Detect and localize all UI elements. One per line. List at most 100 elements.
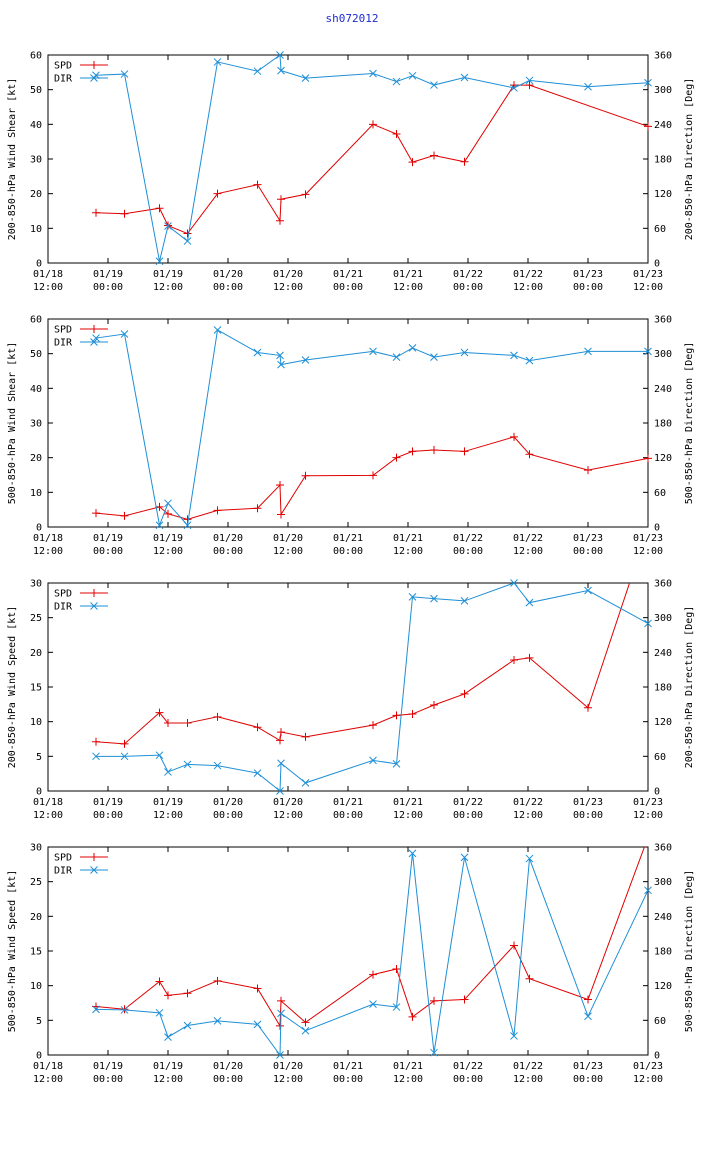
spd-point bbox=[430, 151, 438, 160]
spd-point bbox=[253, 180, 262, 189]
x-tick-date: 01/22 bbox=[513, 533, 543, 544]
spd-point bbox=[183, 229, 192, 238]
spd-point bbox=[183, 719, 192, 728]
x-tick-time: 00:00 bbox=[93, 1074, 123, 1085]
dir-point bbox=[253, 67, 262, 76]
dir-point bbox=[392, 77, 401, 86]
x-tick-date: 01/20 bbox=[273, 533, 303, 544]
x-tick-time: 00:00 bbox=[213, 810, 243, 821]
x-tick-time: 12:00 bbox=[393, 546, 423, 557]
spd-line bbox=[95, 847, 645, 1028]
dir-line bbox=[95, 329, 648, 527]
spd-point bbox=[525, 653, 534, 662]
dir-point bbox=[253, 1020, 262, 1029]
dir-point bbox=[430, 353, 438, 361]
y2-tick-label: 120 bbox=[654, 717, 672, 728]
plot-frame bbox=[47, 54, 649, 264]
y-tick-label: 60 bbox=[30, 315, 42, 326]
x-tick-date: 01/21 bbox=[333, 1061, 363, 1072]
x-tick-date: 01/23 bbox=[633, 269, 663, 280]
y2-tick-label: 360 bbox=[654, 51, 672, 62]
spd-point bbox=[213, 189, 222, 198]
y-tick-label: 50 bbox=[30, 85, 42, 96]
legend-marker-spd bbox=[90, 853, 98, 861]
dir-point bbox=[369, 347, 377, 356]
y2-axis-label: 200-850-hPa Direction [Deg] bbox=[684, 606, 695, 769]
y2-tick-label: 180 bbox=[654, 683, 672, 694]
dir-point bbox=[644, 347, 652, 356]
y2-tick-label: 0 bbox=[654, 259, 660, 270]
dir-point bbox=[277, 66, 285, 75]
dir-point bbox=[120, 70, 129, 78]
x-tick-date: 01/20 bbox=[213, 797, 243, 808]
x-tick-time: 00:00 bbox=[213, 546, 243, 557]
dir-point bbox=[253, 769, 262, 777]
dir-point bbox=[644, 619, 652, 628]
spd-point bbox=[644, 122, 652, 131]
spd-point bbox=[253, 984, 262, 993]
y-tick-label: 5 bbox=[36, 1016, 42, 1027]
x-tick-date: 01/21 bbox=[393, 797, 423, 808]
dir-point bbox=[301, 1026, 310, 1035]
spd-point bbox=[164, 719, 172, 728]
y-axis-label: 200-850-hPa Wind Shear [kt] bbox=[7, 78, 18, 241]
spd-point bbox=[276, 1021, 284, 1030]
x-tick-date: 01/20 bbox=[273, 797, 303, 808]
y-tick-label: 20 bbox=[30, 453, 42, 464]
dir-point bbox=[301, 74, 310, 82]
dir-point bbox=[183, 760, 192, 769]
x-tick-date: 01/19 bbox=[93, 269, 123, 280]
y-tick-label: 10 bbox=[30, 717, 42, 728]
spd-point bbox=[392, 130, 401, 139]
dir-point bbox=[584, 1012, 592, 1021]
x-tick-date: 01/22 bbox=[453, 269, 483, 280]
dir-point bbox=[584, 82, 592, 91]
spd-point bbox=[276, 736, 284, 745]
x-tick-date: 01/21 bbox=[393, 533, 423, 544]
x-tick-time: 00:00 bbox=[333, 282, 363, 293]
spd-point bbox=[213, 976, 222, 985]
y2-tick-label: 300 bbox=[654, 877, 672, 888]
x-tick-time: 12:00 bbox=[393, 810, 423, 821]
x-tick-date: 01/23 bbox=[633, 533, 663, 544]
y-axis-label: 500-850-hPa Wind Shear [kt] bbox=[7, 342, 18, 505]
spd-point bbox=[369, 721, 377, 730]
dir-point bbox=[276, 51, 284, 59]
dir-point bbox=[277, 1009, 285, 1018]
dir-point bbox=[584, 586, 592, 595]
y-tick-label: 0 bbox=[36, 1051, 42, 1062]
dir-point bbox=[155, 521, 164, 530]
spd-point bbox=[392, 453, 401, 462]
y-tick-label: 0 bbox=[36, 523, 42, 534]
x-tick-date: 01/23 bbox=[573, 533, 603, 544]
x-tick-date: 01/18 bbox=[33, 269, 63, 280]
x-tick-time: 00:00 bbox=[93, 810, 123, 821]
y2-tick-label: 120 bbox=[654, 981, 672, 992]
spd-point bbox=[120, 209, 129, 218]
y-tick-label: 30 bbox=[30, 579, 42, 590]
legend-marker-spd bbox=[90, 589, 98, 597]
dir-point bbox=[155, 1008, 164, 1017]
spd-point bbox=[277, 195, 285, 204]
dir-point bbox=[408, 344, 417, 352]
legend-label-spd: SPD bbox=[54, 61, 72, 72]
dir-point bbox=[183, 237, 192, 245]
spd-point bbox=[525, 974, 534, 983]
dir-point bbox=[276, 1051, 284, 1059]
spd-point bbox=[155, 502, 164, 511]
x-tick-date: 01/21 bbox=[393, 1061, 423, 1072]
x-tick-date: 01/18 bbox=[33, 1061, 63, 1072]
dir-point bbox=[183, 1021, 192, 1030]
dir-point bbox=[525, 76, 534, 85]
dir-point bbox=[277, 759, 285, 768]
x-tick-date: 01/22 bbox=[453, 797, 483, 808]
y-tick-label: 30 bbox=[30, 419, 42, 430]
spd-point bbox=[183, 989, 192, 998]
spd-point bbox=[644, 454, 652, 463]
legend-marker-dir bbox=[90, 338, 98, 346]
y2-tick-label: 240 bbox=[654, 120, 672, 131]
dir-point bbox=[213, 58, 222, 66]
y2-tick-label: 180 bbox=[654, 155, 672, 166]
x-tick-time: 12:00 bbox=[633, 546, 663, 557]
y2-tick-label: 300 bbox=[654, 613, 672, 624]
